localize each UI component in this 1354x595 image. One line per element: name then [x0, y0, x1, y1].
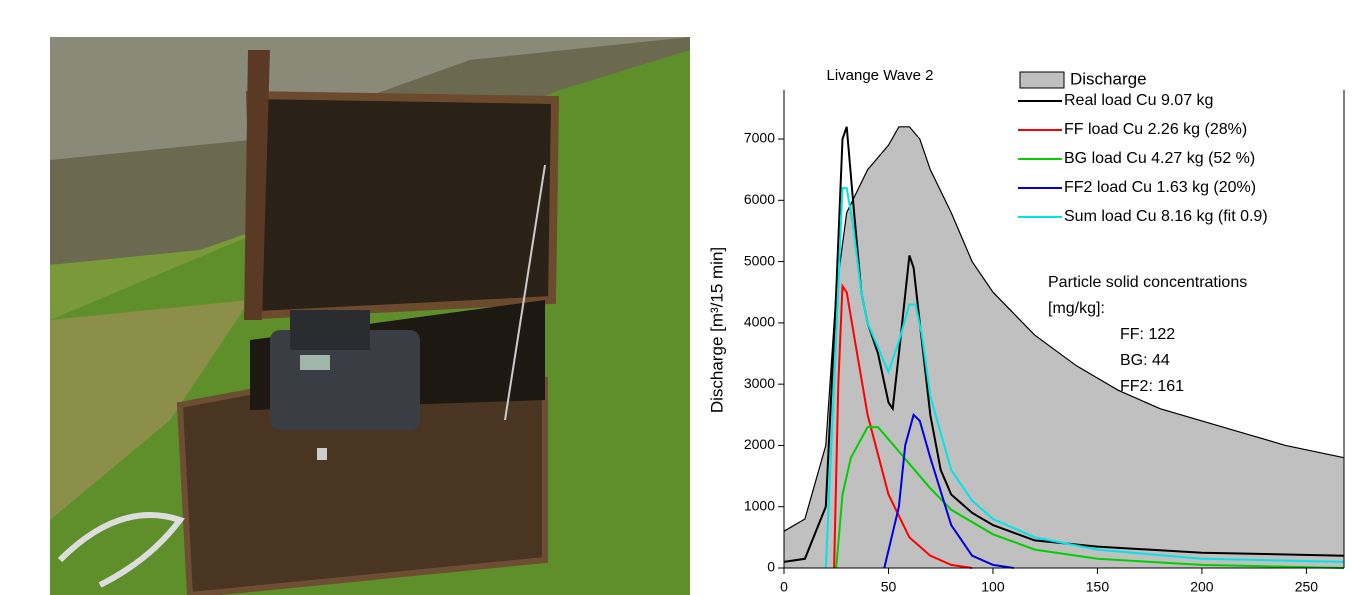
legend-label: Real load Cu 9.07 kg — [1064, 92, 1213, 109]
y-axis-label: Discharge [m³/15 min] — [707, 247, 726, 413]
y-tick-label: 7000 — [744, 130, 775, 146]
y-tick-label: 0 — [767, 559, 775, 575]
annotation: Particle solid concentrations — [1048, 274, 1247, 291]
discharge-area — [784, 126, 1344, 569]
legend-label: FF2 load Cu 1.63 kg (20%) — [1064, 179, 1256, 196]
series-line — [833, 283, 973, 569]
x-tick-label: 250 — [1295, 579, 1319, 595]
legend-label: Discharge — [1070, 69, 1147, 88]
annotation: [mg/kg]: — [1048, 300, 1105, 317]
x-tick-label: 0 — [780, 579, 788, 595]
x-tick-label: 100 — [981, 579, 1005, 595]
series-line — [883, 412, 1015, 569]
legend-label: FF load Cu 2.26 kg (28%) — [1064, 121, 1247, 138]
y-tick-label: 3000 — [744, 375, 775, 391]
y-tick-label: 6000 — [744, 191, 775, 207]
photo — [50, 37, 690, 595]
y-tick-label: 1000 — [744, 497, 775, 513]
y-tick-label: 4000 — [744, 314, 775, 330]
discharge-outline — [783, 126, 1345, 532]
legend-label: BG load Cu 4.27 kg (52 %) — [1064, 150, 1255, 167]
x-tick-label: 200 — [1190, 579, 1214, 595]
y-tick-label: 2000 — [744, 436, 775, 452]
series-line — [783, 126, 1345, 563]
legend-label: Sum load Cu 8.16 kg (fit 0.9) — [1064, 208, 1268, 225]
x-tick-label: 150 — [1086, 579, 1110, 595]
legend-swatch — [1019, 71, 1065, 89]
y-tick-label: 5000 — [744, 252, 775, 268]
annotation: FF: 122 — [1120, 326, 1175, 343]
annotation: FF2: 161 — [1120, 378, 1184, 395]
x-tick-label: 50 — [881, 579, 897, 595]
series-line — [835, 426, 1345, 569]
chart-title: Livange Wave 2 — [826, 67, 933, 84]
annotation: BG: 44 — [1120, 352, 1170, 369]
series-line — [824, 187, 1345, 569]
